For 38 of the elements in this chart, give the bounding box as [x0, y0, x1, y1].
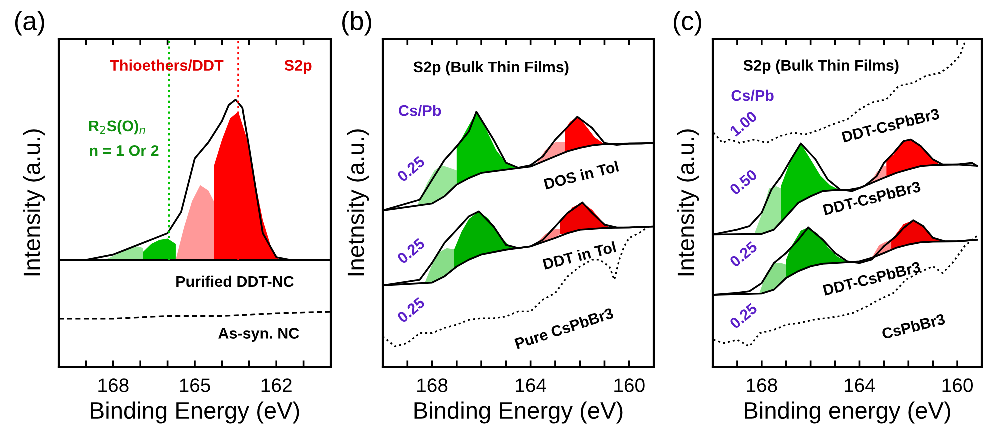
annotation: 0.50	[729, 169, 758, 196]
chart-title: (a)	[15, 11, 44, 36]
annotation: CsPbBr3	[882, 313, 946, 340]
annotation: As-syn. NC	[218, 328, 300, 342]
x-tick-label: 168	[98, 378, 129, 392]
annotation: R$_{2}$S(O)$_{n}$	[89, 120, 146, 135]
text: S2p (Bulk Thin Films)	[414, 61, 569, 76]
y-axis-title: Intensity (a.u.)	[23, 130, 46, 276]
text: Thioethers/DDT	[110, 60, 224, 72]
x-tick-label: 168	[747, 378, 778, 392]
x-tick-label: 160	[614, 378, 645, 392]
y-axis-title: Intensity (a.u.)	[677, 130, 700, 276]
text: S2p	[284, 60, 312, 74]
y-axis-title: Inetnsity (a.u.)	[347, 130, 370, 276]
chart-title: (b)	[342, 11, 372, 36]
x-axis-title: Binding energy (eV)	[745, 402, 950, 424]
annotation: Purified DDT-NC	[176, 276, 294, 288]
annotation: S2p (Bulk Thin Films)	[744, 60, 899, 74]
x-axis-title: Binding Energy (eV)	[91, 402, 300, 424]
annotation: 0.25	[729, 241, 758, 268]
annotation: Cs/Pb	[732, 90, 774, 102]
annotation: 1.00	[730, 110, 758, 138]
x-tick-label: 164	[516, 378, 546, 392]
x-tick-label: 162	[262, 378, 292, 392]
annotation: DOS in Tol	[544, 160, 620, 190]
x-tick-label: 165	[180, 378, 210, 392]
x-axis-title: Binding Energy (eV)	[414, 402, 623, 424]
annotation: 0.25	[396, 156, 426, 183]
x-tick-label: 160	[942, 378, 974, 392]
annotation: Cs/Pb	[399, 105, 442, 116]
annotation: 0.25	[729, 302, 758, 330]
annotation: 0.25	[396, 238, 426, 265]
x-tick-label: 164	[844, 378, 876, 392]
annotation: 0.25	[396, 296, 426, 324]
annotation: n = 1 Or 2	[90, 145, 159, 156]
annotation: DDT in Tol	[542, 241, 616, 270]
chart-title: (c)	[674, 11, 702, 36]
x-tick-label: 168	[418, 378, 448, 392]
